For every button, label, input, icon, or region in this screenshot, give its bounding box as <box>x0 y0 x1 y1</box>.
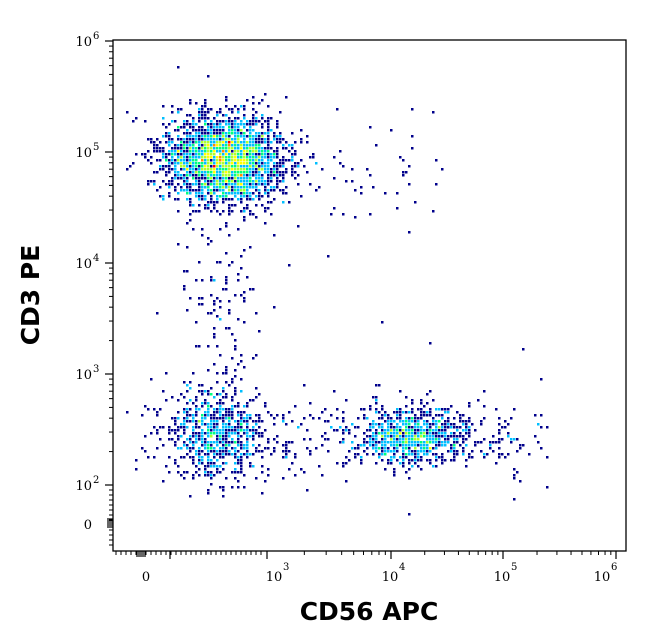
y-tick-label: 10 <box>75 479 92 494</box>
x-axis-ticks <box>115 551 617 559</box>
x-tick-exponent: 5 <box>511 562 517 573</box>
y-tick-label: 10 <box>75 368 92 383</box>
x-tick-exponent: 6 <box>611 562 617 573</box>
y-tick-exponent: 6 <box>93 31 99 42</box>
plot-frame <box>112 39 627 552</box>
x-tick-label: 10 <box>594 570 611 585</box>
y-tick-label: 10 <box>75 146 92 161</box>
y-tick-label: 10 <box>75 35 92 50</box>
y-tick-label: 0 <box>84 518 92 533</box>
x-axis-title: CD56 APC <box>300 597 439 626</box>
y-axis-ticks <box>105 40 113 546</box>
x-tick-label: 10 <box>494 570 511 585</box>
y-tick-exponent: 5 <box>93 142 99 153</box>
x-tick-label: 10 <box>382 570 399 585</box>
y-axis-title: CD3 PE <box>16 245 45 346</box>
x-tick-label: 10 <box>266 570 283 585</box>
x-tick-label: 0 <box>142 570 150 585</box>
y-tick-label: 10 <box>75 257 92 272</box>
y-tick-exponent: 2 <box>93 475 99 486</box>
y-tick-exponent: 3 <box>93 364 99 375</box>
x-tick-exponent: 3 <box>283 562 289 573</box>
x-tick-exponent: 4 <box>399 562 405 573</box>
event-points <box>126 66 549 516</box>
y-tick-exponent: 4 <box>93 253 99 264</box>
